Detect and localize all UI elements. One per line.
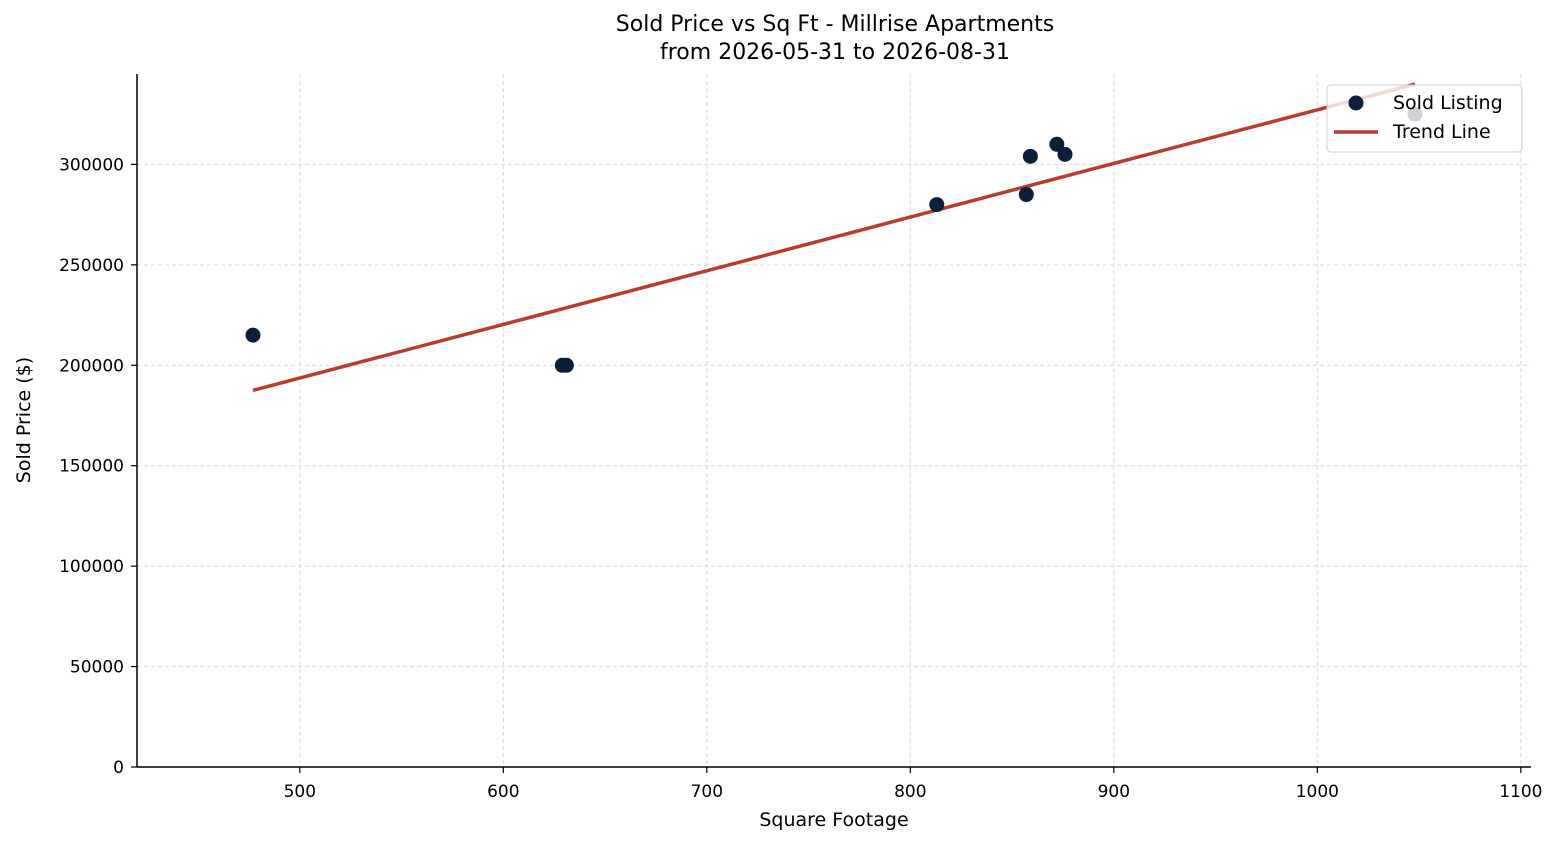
axes <box>131 74 1531 773</box>
x-tick-label: 1100 <box>1499 782 1542 802</box>
x-tick-label: 900 <box>1098 782 1130 802</box>
y-tick-labels: 0 50000 100000 150000 200000 250000 300000 <box>59 155 124 778</box>
x-tick-label: 800 <box>894 782 926 802</box>
data-point <box>245 327 261 343</box>
legend: Sold Listing Trend Line <box>1326 84 1523 153</box>
x-tick-label: 600 <box>487 782 519 802</box>
legend-marker-sold-listing <box>1348 95 1364 111</box>
y-tick-label: 100000 <box>59 557 124 577</box>
y-axis-label: Sold Price ($) <box>13 357 35 483</box>
trend-line <box>252 82 1416 393</box>
legend-label-sold-listing: Sold Listing <box>1393 92 1503 114</box>
x-axis-label: Square Footage <box>759 809 908 831</box>
y-tick-label: 250000 <box>59 256 124 276</box>
y-tick-label: 0 <box>113 758 124 778</box>
scatter-points <box>245 106 1423 373</box>
data-point <box>1049 136 1065 152</box>
x-tick-label: 1000 <box>1296 782 1339 802</box>
data-point <box>1018 187 1034 203</box>
x-tick-label: 500 <box>284 782 316 802</box>
data-point <box>1057 146 1073 162</box>
x-tick-labels: 500 600 700 800 900 1000 1100 <box>284 782 1543 802</box>
data-point <box>929 197 945 213</box>
data-point <box>558 357 574 373</box>
data-point <box>1022 148 1038 164</box>
legend-label-trend-line: Trend Line <box>1392 121 1491 143</box>
y-tick-label: 150000 <box>59 457 124 477</box>
y-tick-label: 200000 <box>59 356 124 376</box>
trend-line-layer <box>252 82 1416 393</box>
y-tick-label: 300000 <box>59 155 124 175</box>
chart-subtitle: from 2026-05-31 to 2026-08-31 <box>660 40 1010 65</box>
x-tick-label: 700 <box>691 782 723 802</box>
grid-lines <box>137 74 1531 767</box>
y-tick-label: 50000 <box>70 658 124 678</box>
chart-title: Sold Price vs Sq Ft - Millrise Apartment… <box>615 12 1055 37</box>
legend-box <box>1326 84 1523 153</box>
